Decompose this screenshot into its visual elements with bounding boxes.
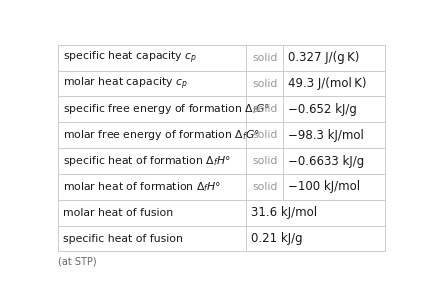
Text: −98.3 kJ/mol: −98.3 kJ/mol [288,129,364,142]
Text: molar heat of fusion: molar heat of fusion [63,208,173,218]
Bar [58,45,385,252]
Text: −0.652 kJ/g: −0.652 kJ/g [288,103,357,116]
Text: 0.327 J/(g K): 0.327 J/(g K) [288,51,359,64]
Text: solid: solid [252,79,277,88]
Text: solid: solid [252,104,277,114]
Text: specific heat of fusion: specific heat of fusion [63,234,183,244]
Text: solid: solid [252,130,277,140]
Text: 31.6 kJ/mol: 31.6 kJ/mol [251,206,317,219]
Text: −0.6633 kJ/g: −0.6633 kJ/g [288,155,365,167]
Text: specific free energy of formation $\Delta_f G°$: specific free energy of formation $\Delt… [63,102,270,117]
Text: molar heat capacity $c_p$: molar heat capacity $c_p$ [63,75,187,92]
Text: 0.21 kJ/g: 0.21 kJ/g [251,232,302,245]
Text: solid: solid [252,53,277,63]
Text: −100 kJ/mol: −100 kJ/mol [288,180,360,193]
Text: solid: solid [252,156,277,166]
Text: molar free energy of formation $\Delta_f G°$: molar free energy of formation $\Delta_f… [63,128,260,142]
Text: molar heat of formation $\Delta_f H°$: molar heat of formation $\Delta_f H°$ [63,180,221,194]
Text: solid: solid [252,182,277,192]
Text: specific heat of formation $\Delta_f H°$: specific heat of formation $\Delta_f H°$ [63,154,231,168]
Text: 49.3 J/(mol K): 49.3 J/(mol K) [288,77,367,90]
Text: specific heat capacity $c_p$: specific heat capacity $c_p$ [63,49,197,66]
Text: (at STP): (at STP) [58,256,97,266]
